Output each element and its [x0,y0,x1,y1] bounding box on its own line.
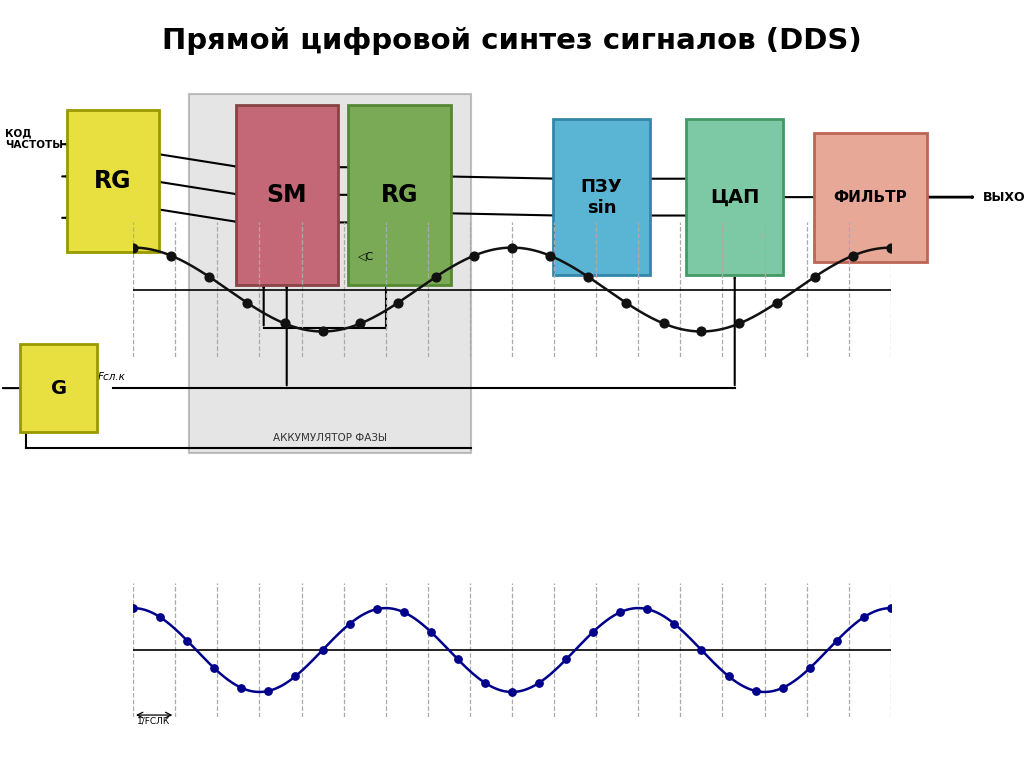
Point [206,662,222,674]
Text: ПЗУ
sin: ПЗУ sin [581,178,623,216]
Point [504,686,520,698]
Point [125,602,141,614]
Point [352,318,369,330]
Text: G: G [51,379,67,397]
Text: 1/FСЛК: 1/FСЛК [137,716,170,726]
Point [477,676,494,689]
FancyBboxPatch shape [814,133,927,262]
Point [276,318,293,330]
Point [233,682,250,694]
Text: ЦАП: ЦАП [710,188,760,206]
Point [369,603,385,615]
Point [395,606,412,618]
FancyBboxPatch shape [686,119,783,275]
Point [314,325,331,337]
Point [580,271,596,283]
Bar [189,94,471,453]
FancyBboxPatch shape [236,105,338,285]
Point [774,682,791,694]
Text: АККУМУЛЯТОР ФАЗЫ: АККУМУЛЯТОР ФАЗЫ [273,433,387,443]
Point [179,634,196,647]
Point [769,296,785,308]
Point [693,325,710,337]
Point [585,626,601,638]
Point [260,685,276,697]
Point [152,611,168,624]
Text: ВЫХОД: ВЫХОД [983,191,1024,203]
Point [341,617,357,630]
Point [807,271,823,283]
FancyBboxPatch shape [348,105,451,285]
Point [466,249,482,262]
Point [125,242,141,254]
Point [856,611,872,624]
Point [239,296,255,308]
Text: RG: RG [381,183,418,207]
Point [693,644,710,656]
Text: Fсл.к: Fсл.к [97,371,125,382]
Point [617,296,634,308]
Point [390,296,407,308]
Point [530,676,547,689]
Point [731,318,748,330]
Point [163,249,179,262]
Point [428,271,444,283]
Text: Прямой цифровой синтез сигналов (DDS): Прямой цифровой синтез сигналов (DDS) [162,27,862,55]
Point [314,644,331,657]
Point [883,242,899,254]
Point [612,606,629,618]
FancyBboxPatch shape [553,119,650,275]
Point [883,602,899,614]
Point [558,653,574,666]
Point [201,271,217,283]
Text: ◁С: ◁С [358,252,375,262]
Text: ФИЛЬТР: ФИЛЬТР [834,189,907,205]
Point [504,242,520,254]
FancyBboxPatch shape [67,110,159,252]
Point [667,617,683,630]
Point [748,685,764,697]
Point [423,626,439,638]
FancyBboxPatch shape [20,344,97,432]
Point [828,634,845,647]
Point [542,249,558,262]
Text: SM: SM [266,183,307,207]
Point [720,670,736,683]
Point [450,653,466,666]
Point [288,670,304,683]
Point [802,662,818,674]
Point [639,603,655,615]
Text: КОД
ЧАСТОТЫ: КОД ЧАСТОТЫ [5,129,63,150]
Point [655,318,672,330]
Text: RG: RG [94,169,131,193]
Point [845,249,861,262]
